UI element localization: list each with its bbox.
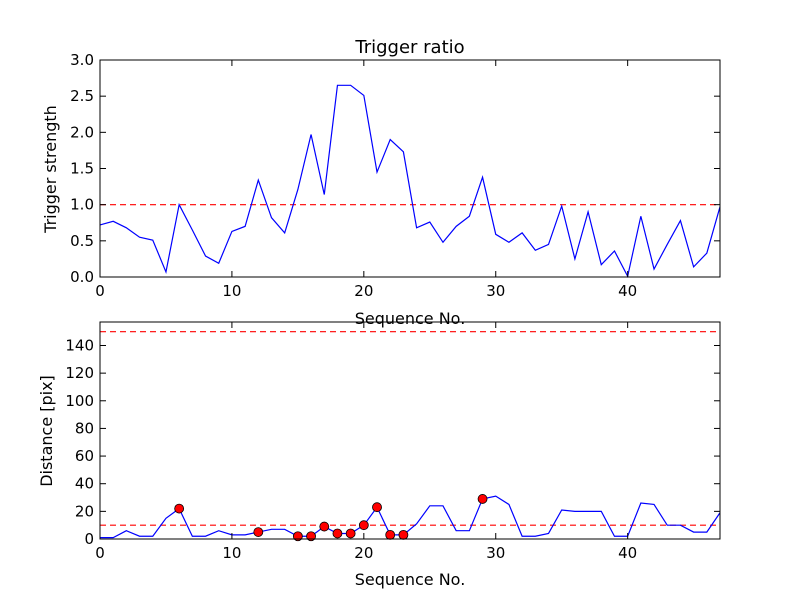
trigger-ratio-xlabel: Sequence No.	[355, 309, 466, 328]
distance-marker-point	[477, 494, 488, 504]
distance-ytick-label: 0	[84, 530, 94, 548]
distance-ylabel: Distance [pix]	[37, 375, 56, 487]
distance-marker-point	[372, 502, 382, 513]
distance-ytick-label: 140	[65, 336, 94, 354]
distance-ytick-label: 40	[75, 475, 94, 493]
distance-marker-point	[358, 520, 369, 531]
distance-marker-point	[306, 531, 316, 542]
trigger-ratio-xtick-label: 30	[486, 282, 505, 300]
distance-xtick-label: 30	[486, 544, 505, 562]
distance-ytick-label: 20	[75, 502, 94, 520]
distance-ytick-label: 60	[75, 447, 94, 465]
distance-marker-point	[345, 528, 356, 539]
distance-axes: Sequence No. Distance [pix] 0 10 20 30 40 0 20…	[37, 321, 721, 589]
trigger-ratio-series-line-0	[99, 84, 721, 279]
distance-ytick-label: 120	[65, 364, 94, 382]
trigger-ratio-ytick-label: 0.0	[70, 268, 94, 286]
distance-marker-point	[253, 527, 264, 537]
distance-marker-point	[174, 503, 185, 514]
trigger-ratio-ytick-label: 0.5	[70, 232, 94, 250]
distance-ytick-label: 100	[65, 392, 94, 410]
trigger-ratio-axes: Trigger ratio Sequence No. Trigger stren…	[41, 37, 721, 328]
distance-xtick-label: 40	[618, 544, 637, 562]
trigger-ratio-xtick-label: 0	[95, 282, 105, 300]
distance-xtick-label: 10	[222, 544, 241, 562]
distance-ytick-label: 80	[75, 419, 94, 437]
trigger-ratio-ytick-label: 2.5	[70, 87, 94, 105]
trigger-ratio-ytick-label: 1.5	[70, 160, 94, 178]
distance-xtick-label: 0	[95, 544, 105, 562]
distance-marker-point	[385, 529, 396, 540]
trigger-ratio-ylabel: Trigger strength	[41, 105, 60, 234]
distance-frame	[99, 321, 721, 540]
distance-xtick-label: 20	[354, 544, 373, 562]
distance-marker-point	[332, 528, 343, 539]
trigger-ratio-frame	[99, 59, 721, 278]
trigger-ratio-ytick-label: 3.0	[70, 51, 94, 69]
distance-marker-point	[292, 531, 303, 542]
distance-marker-point	[319, 521, 330, 532]
trigger-ratio-xtick-label: 20	[354, 282, 373, 300]
trigger-ratio-xtick-label: 10	[222, 282, 241, 300]
trigger-ratio-ytick-label: 2.0	[70, 123, 94, 141]
trigger-ratio-xtick-label: 40	[618, 282, 637, 300]
distance-marker-point	[398, 529, 409, 540]
trigger-ratio-ytick-label: 1.0	[70, 196, 94, 214]
distance-xlabel: Sequence No.	[355, 570, 466, 589]
trigger-ratio-title: Trigger ratio	[354, 37, 464, 58]
distance-series-line-0	[100, 495, 721, 539]
